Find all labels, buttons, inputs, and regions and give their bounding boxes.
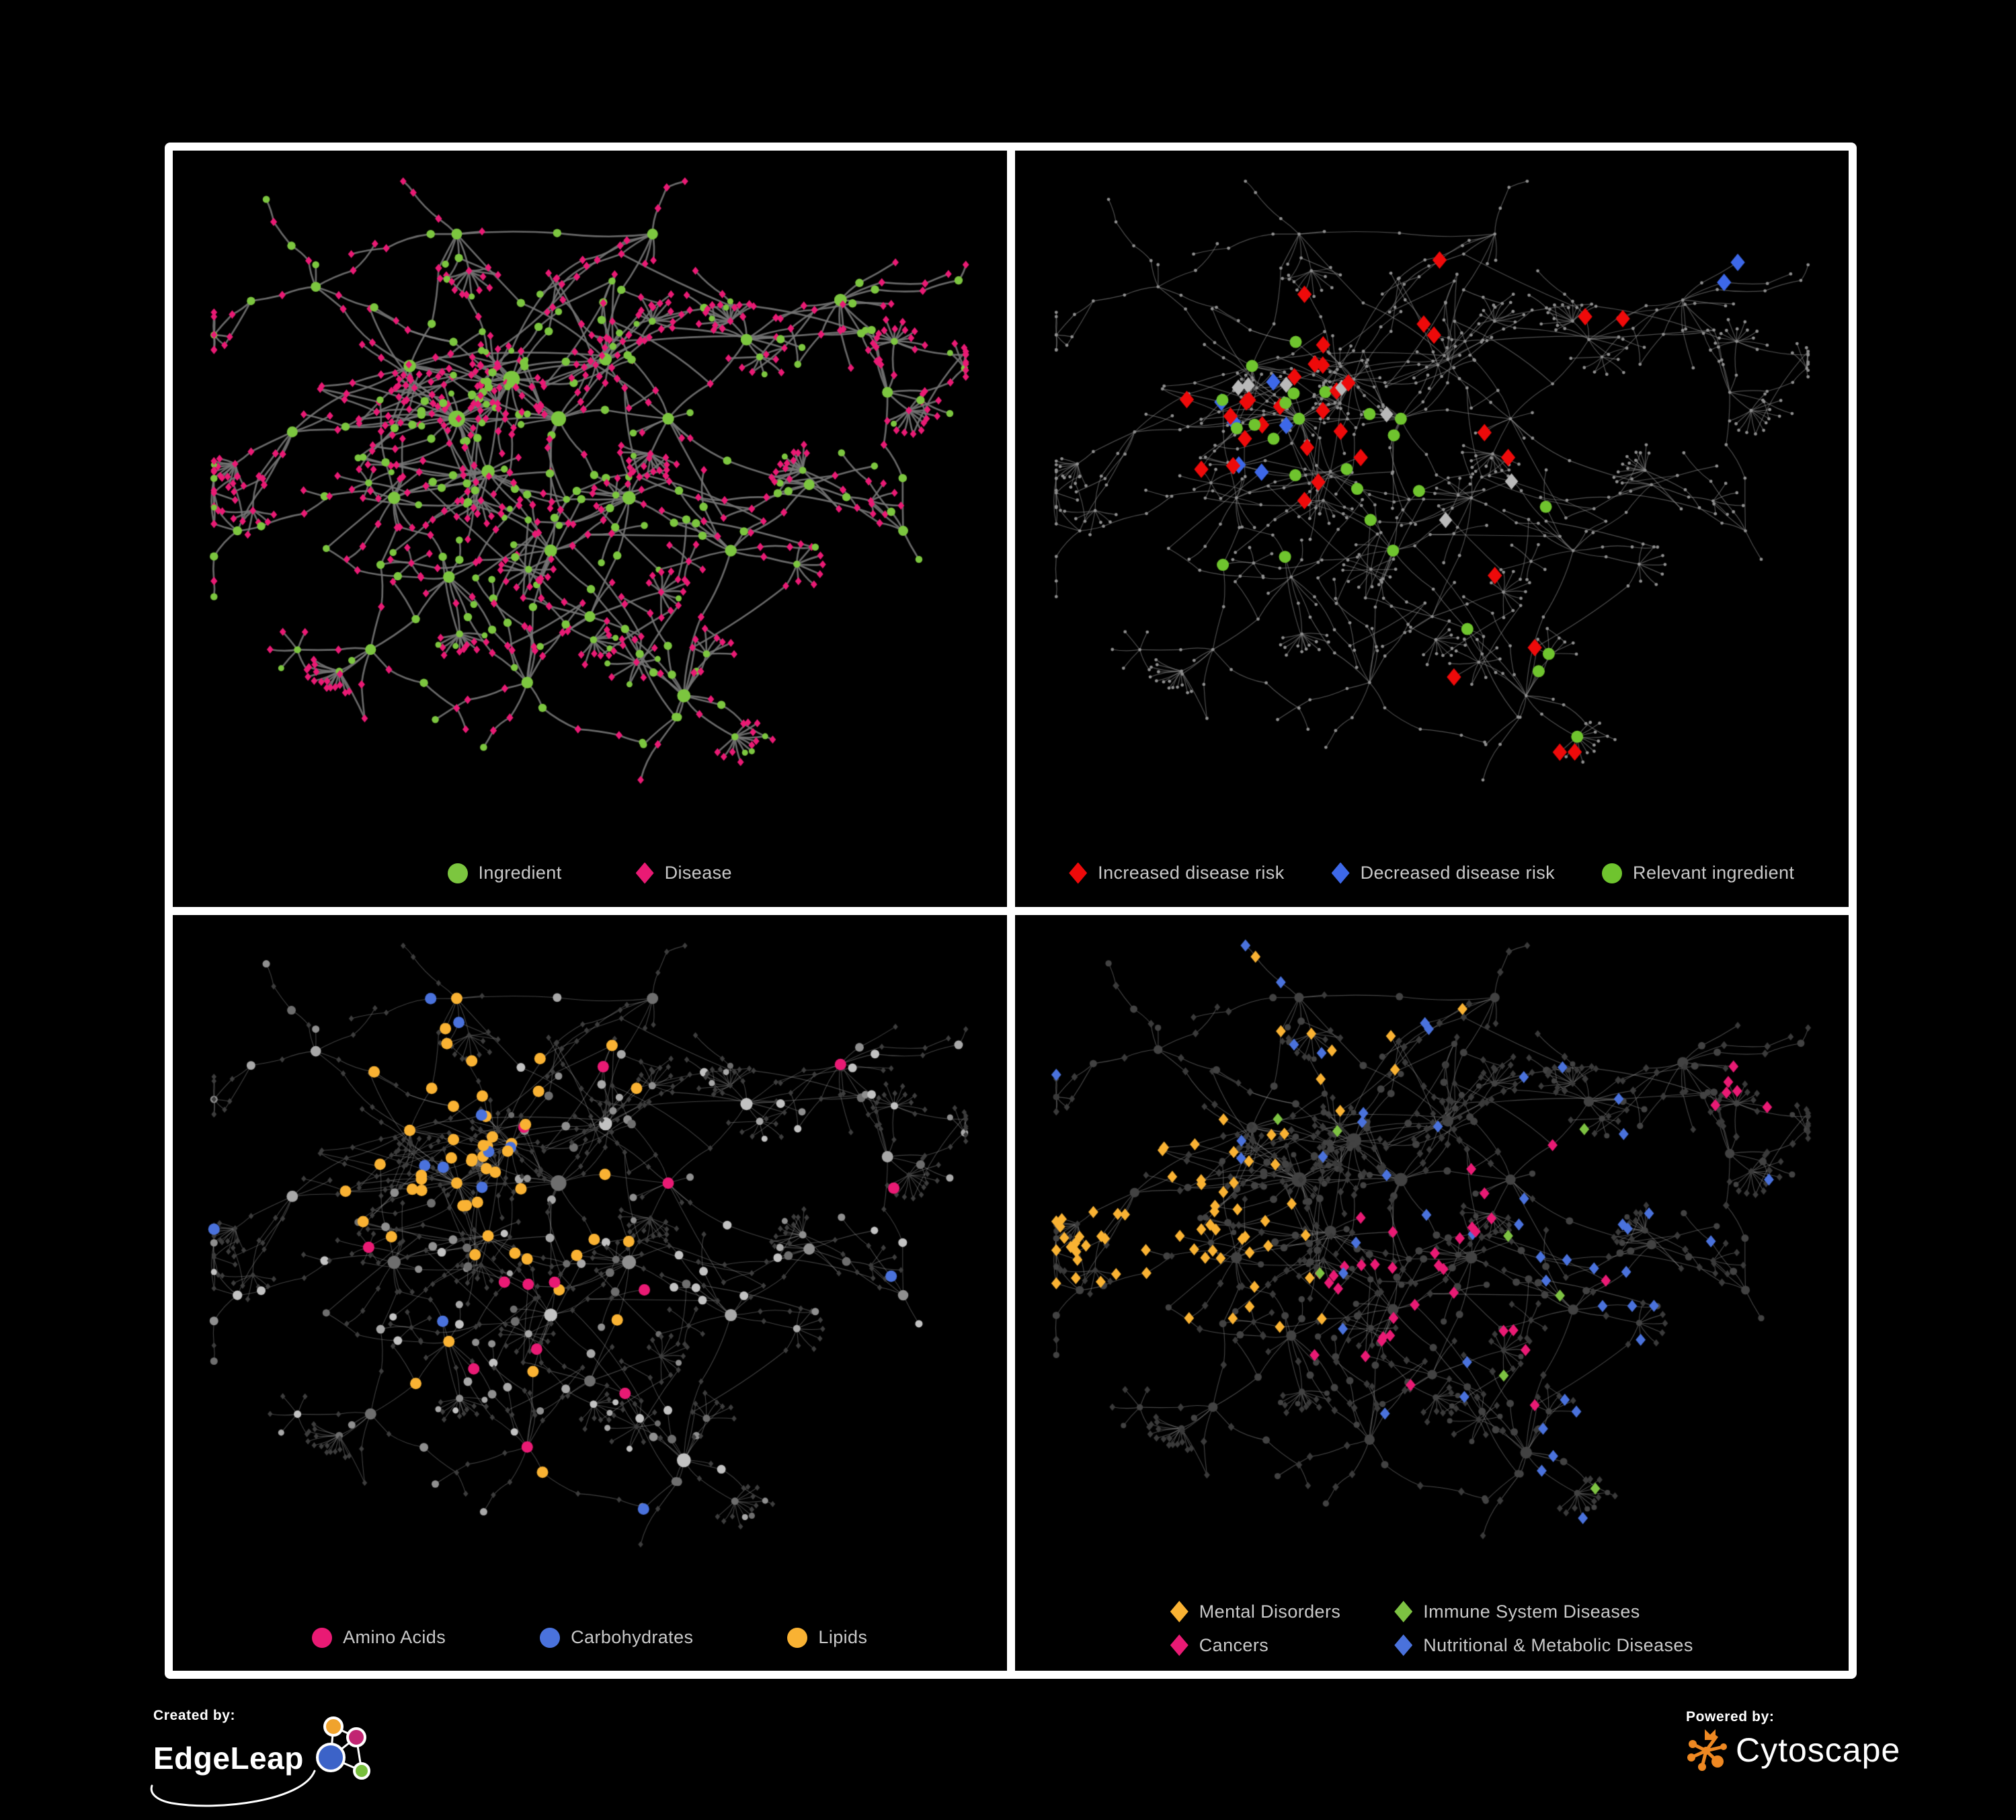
legend-item: Lipids	[787, 1627, 867, 1648]
legend-item: Cancers	[1170, 1634, 1340, 1656]
network-canvas-disease-risk	[1014, 151, 1849, 907]
edgeleap-logo-icon	[315, 1716, 370, 1780]
powered-by-label: Powered by:	[1686, 1709, 1775, 1725]
legend-item: Disease	[635, 862, 732, 884]
legend-circle-icon	[312, 1627, 333, 1648]
legend-item: Immune System Diseases	[1394, 1601, 1693, 1622]
legend-label: Relevant ingredient	[1633, 863, 1795, 883]
legend-label: Disease	[664, 863, 732, 883]
panel-disease-risk: Increased disease risk Decreased disease …	[1014, 151, 1849, 907]
panels-grid: Ingredient Disease Increased disease risk…	[165, 143, 1857, 1679]
footer-created-by: Created by: EdgeLeap	[150, 1708, 378, 1807]
legend-label: Carbohydrates	[571, 1627, 694, 1647]
legend-diamond-icon	[635, 862, 654, 884]
panel-ingredient-disease: Ingredient Disease	[173, 151, 1007, 907]
legend-label: Increased disease risk	[1098, 863, 1285, 883]
legend-item: Relevant ingredient	[1602, 863, 1794, 883]
network-canvas-ingredient-disease	[173, 151, 1007, 907]
legend-diamond-icon	[1170, 1601, 1188, 1622]
edgeleap-wordmark: EdgeLeap	[153, 1741, 304, 1776]
legend-circle-icon	[1602, 863, 1623, 883]
legend-label: Decreased disease risk	[1360, 863, 1556, 883]
legend-label: Immune System Diseases	[1423, 1601, 1640, 1622]
legend-circle-icon	[447, 863, 468, 883]
created-by-label: Created by:	[153, 1708, 236, 1723]
legend-item: Increased disease risk	[1069, 862, 1285, 884]
legend-diamond-icon	[1170, 1634, 1188, 1656]
legend-disease-risk: Increased disease risk Decreased disease …	[1015, 862, 1849, 884]
legend-diamond-icon	[1069, 862, 1088, 884]
legend-label: Amino Acids	[343, 1627, 446, 1647]
legend-item: Amino Acids	[312, 1627, 446, 1648]
footer-powered-by: Powered by:	[1686, 1709, 1900, 1772]
network-canvas-disease-classes	[1014, 914, 1849, 1671]
legend-label: Cancers	[1199, 1634, 1269, 1655]
legend-disease-classes: Mental Disorders Immune System Diseases Ca…	[1015, 1601, 1849, 1656]
legend-label: Nutritional & Metabolic Diseases	[1423, 1634, 1693, 1655]
cytoscape-logo-icon	[1687, 1729, 1727, 1771]
network-canvas-nutrient-classes	[173, 914, 1007, 1671]
panel-nutrient-classes: Amino Acids Carbohydrates Lipids	[173, 914, 1007, 1671]
legend-item: Nutritional & Metabolic Diseases	[1394, 1634, 1693, 1656]
legend-label: Ingredient	[478, 863, 562, 883]
legend-circle-icon	[787, 1627, 808, 1648]
legend-item: Ingredient	[447, 863, 562, 883]
legend-label: Mental Disorders	[1199, 1601, 1341, 1622]
legend-circle-icon	[540, 1627, 561, 1648]
panel-disease-classes: Mental Disorders Immune System Diseases Ca…	[1014, 914, 1849, 1671]
legend-item: Decreased disease risk	[1331, 862, 1556, 884]
legend-ingredient-disease: Ingredient Disease	[173, 862, 1007, 884]
legend-item: Mental Disorders	[1170, 1601, 1340, 1622]
legend-diamond-icon	[1394, 1601, 1413, 1622]
legend-label: Lipids	[818, 1627, 868, 1647]
legend-nutrient-classes: Amino Acids Carbohydrates Lipids	[173, 1627, 1007, 1648]
cytoscape-wordmark: Cytoscape	[1736, 1731, 1901, 1769]
legend-diamond-icon	[1394, 1634, 1413, 1656]
legend-diamond-icon	[1331, 862, 1350, 884]
legend-item: Carbohydrates	[540, 1627, 693, 1648]
